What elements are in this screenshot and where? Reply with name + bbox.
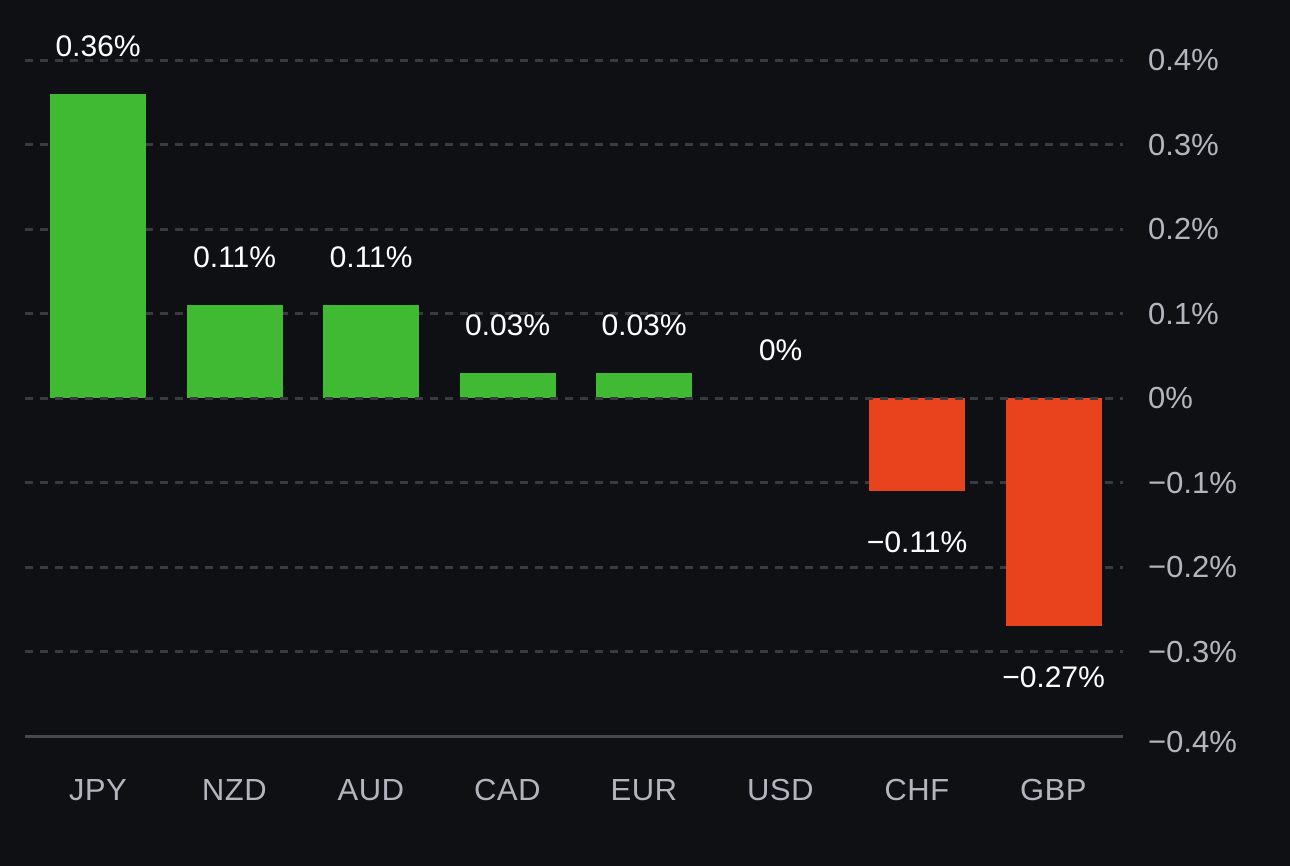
bar-value-label-gbp: −0.27% [1002,661,1105,695]
gridline-−0.2% [25,565,1123,569]
bar-aud[interactable] [323,305,419,398]
bar-gbp[interactable] [1005,398,1102,627]
gridline-−0.3% [25,650,1123,653]
x-label-cad: CAD [474,772,541,807]
x-label-eur: EUR [610,772,678,807]
bar-nzd[interactable] [186,305,283,398]
gridline-0.2% [25,227,1123,231]
x-label-usd: USD [747,772,814,807]
y-tick-label-0.4%: 0.4% [1148,42,1219,77]
y-tick-label-0.2%: 0.2% [1148,211,1219,246]
gridline-0.4% [25,58,1123,62]
bar-chf[interactable] [869,398,965,491]
bar-value-label-aud: 0.11% [329,241,413,275]
gridline-0% [25,396,1123,400]
x-label-jpy: JPY [68,772,128,807]
gridline-−0.1% [25,481,1123,484]
bar-value-label-usd: 0% [758,334,803,367]
y-tick-label-0%: 0% [1148,380,1193,415]
bar-value-label-nzd: 0.11% [193,241,276,275]
bar-cad[interactable] [459,372,556,398]
bar-value-label-eur: 0.03% [601,308,687,342]
bar-jpy[interactable] [50,93,146,398]
y-tick-label-−0.2%: −0.2% [1148,549,1237,584]
y-tick-label-0.1%: 0.1% [1148,295,1219,331]
gridline-0.3% [25,143,1123,146]
y-tick-label-0.3%: 0.3% [1148,126,1219,162]
y-tick-label-−0.3%: −0.3% [1148,633,1237,669]
x-label-chf: CHF [884,772,950,807]
bar-value-label-chf: −0.11% [866,525,968,559]
y-tick-label-−0.4%: −0.4% [1148,724,1237,759]
y-tick-label-−0.1%: −0.1% [1148,464,1237,500]
x-axis-line [25,734,1123,738]
gridline-0.1% [25,312,1123,315]
x-label-gbp: GBP [1020,772,1087,807]
bar-value-label-cad: 0.03% [464,308,551,342]
bar-value-label-jpy: 0.36% [55,29,141,63]
x-label-nzd: NZD [201,772,268,807]
bar-eur[interactable] [596,372,692,398]
x-label-aud: AUD [337,772,405,807]
